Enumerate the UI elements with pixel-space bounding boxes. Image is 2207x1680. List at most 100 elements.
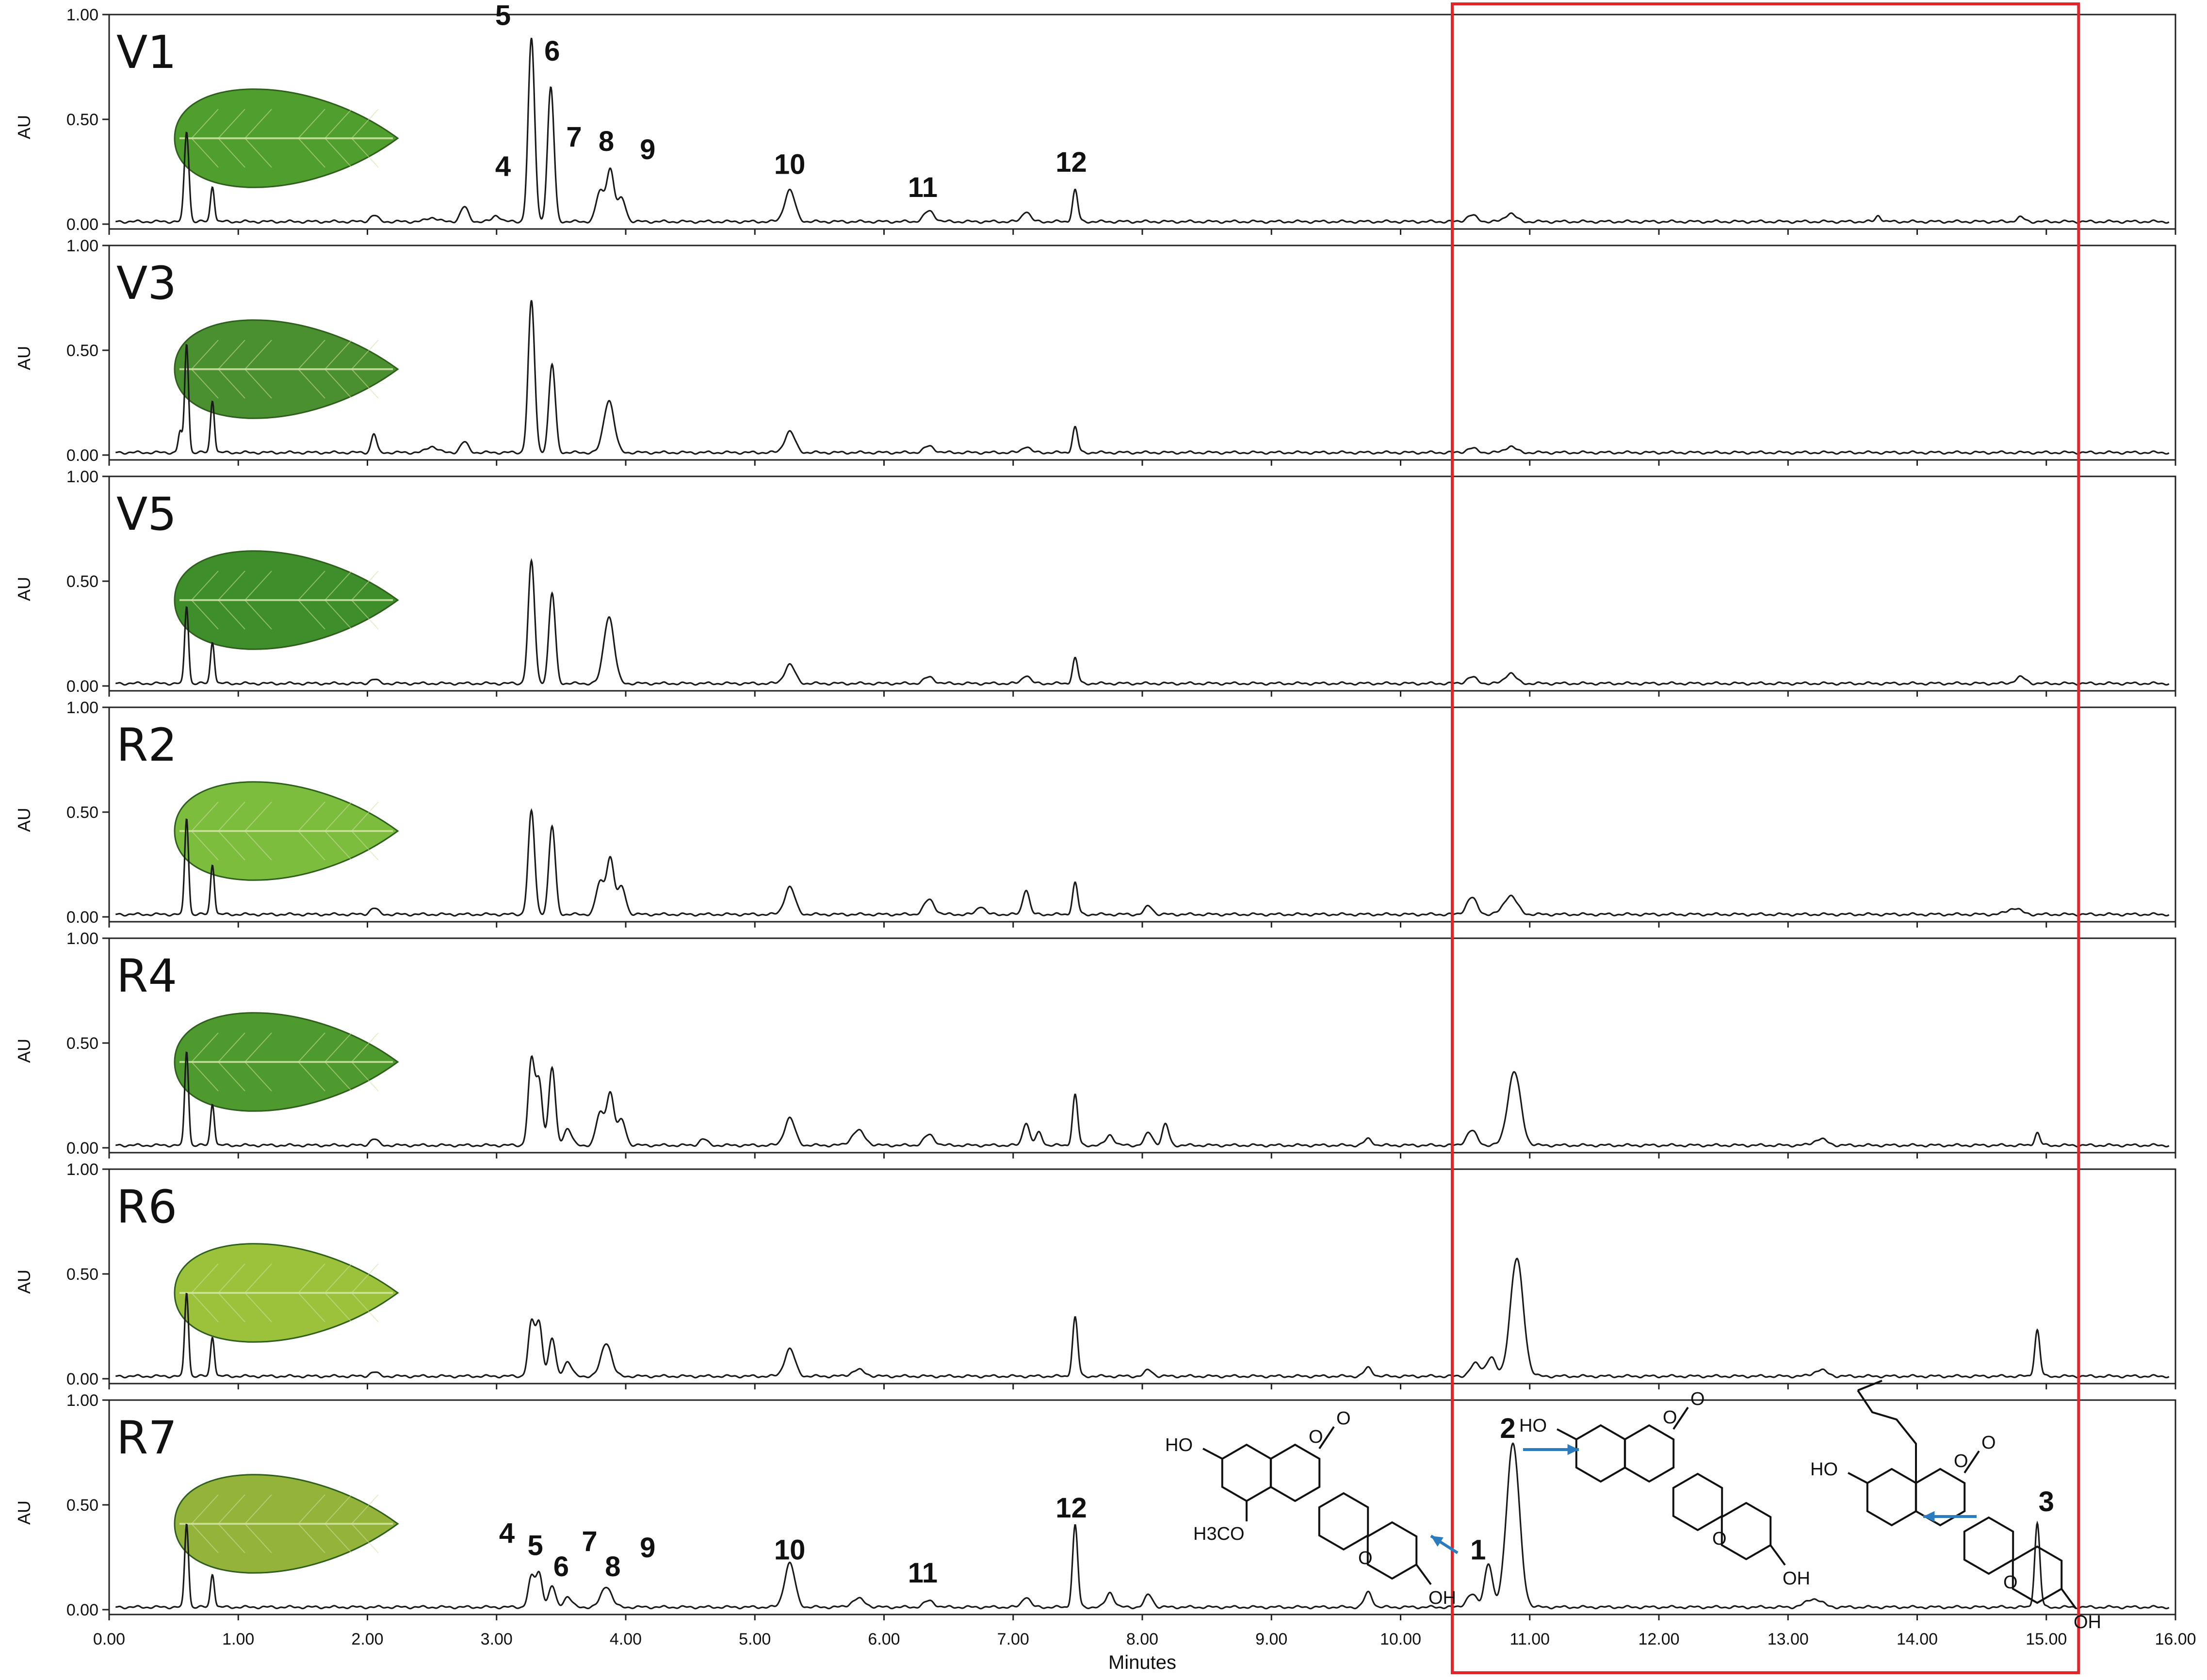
panel-frame [108,475,2176,692]
carbonyl-bond [1964,1450,1980,1474]
leaf-vein [218,571,245,601]
oxygen-label: O [1981,1433,1996,1453]
x-tick-label: 9.00 [1255,1630,1287,1648]
leaf-vein [325,1263,352,1293]
hydroxyl-bond [2061,1588,2077,1610]
arrow-head [1431,1536,1444,1547]
series-line [115,37,2170,224]
y-tick-label: 0.00 [66,1370,98,1388]
arrow-head [1567,1444,1579,1455]
y-tick-label: 0.50 [66,342,98,360]
leaf-vein [325,340,352,370]
leaf-vein [298,1061,325,1092]
peak-label: 4 [499,1517,515,1549]
leaf-vein [351,1494,379,1524]
leaf-vein [244,109,272,139]
leaf-vein [244,1263,272,1293]
leaf-vein [244,600,272,630]
panel-frame [108,706,2176,923]
benzene-ring [2012,1545,2063,1604]
y-axis-label: AU [14,115,34,139]
leaf-vein [244,801,272,832]
benzene-ring [1672,1472,1723,1532]
series-line [115,1051,2170,1148]
series-line [115,1442,2170,1610]
panel-frame [108,1168,2176,1385]
peak-label: 10 [774,1534,806,1566]
panel-v3: 0.00 0.50 1.00 AU V3 [14,237,2176,466]
panel-frame [108,245,2176,461]
x-tick-label: 6.00 [868,1630,900,1648]
leaf-vein [244,1292,272,1322]
benzene-ring [1318,1492,1369,1551]
leaf-vein [325,1032,352,1062]
hydroxyl-bond [1202,1448,1223,1460]
ho-label: HO [1810,1459,1838,1480]
leaf-vein [218,340,245,370]
stage-label: R6 [116,1181,177,1234]
leaf-vein [218,1523,245,1553]
leaf-vein [351,1032,379,1062]
panel-r6: 0.00 0.50 1.00 AU R6 [14,1160,2176,1389]
peak-label: 9 [640,1532,655,1564]
leaf-vein [218,1061,245,1092]
oxygen-label: O [1663,1407,1677,1428]
benzene-ring [1575,1424,1626,1483]
leaf-vein [325,1523,352,1553]
hydroxyl-bond [1848,1472,1868,1484]
leaf-vein [218,138,245,168]
y-tick-label: 0.00 [66,908,98,927]
peak-label: 9 [640,134,655,165]
leaf-vein [191,1523,219,1553]
y-tick-label: 0.50 [66,1034,98,1053]
y-tick-label: 0.50 [66,111,98,129]
y-tick-label: 1.00 [66,6,98,24]
leaf-vein [351,138,379,168]
leaf-vein [244,1494,272,1524]
prenyl-chain [1857,1389,1917,1483]
leaf-vein [325,831,352,861]
y-axis-label: AU [14,1270,34,1294]
peak-label: 11 [908,1557,938,1589]
y-tick-label: 0.50 [66,572,98,591]
x-tick-label: 14.00 [1897,1630,1938,1648]
hydroxyl-bond [1415,1564,1432,1585]
x-tick-label: 11.00 [1509,1630,1550,1648]
y-tick-label: 1.00 [66,468,98,486]
stage-label: R7 [116,1412,177,1465]
leaf-vein [191,1494,219,1524]
leaf-vein [298,109,325,139]
y-tick-label: 0.00 [66,1139,98,1158]
leaf-vein [218,1292,245,1322]
leaf-vein [244,1032,272,1062]
peak-label: 6 [544,35,560,67]
benzene-ring [1221,1443,1272,1502]
y-axis-label: AU [14,346,34,370]
leaf-vein [351,1263,379,1293]
y-tick-label: 1.00 [66,1160,98,1179]
leaf-vein [244,571,272,601]
ho-label: HO [1519,1416,1547,1436]
oh-label: OH [2074,1612,2101,1632]
leaf-vein [351,801,379,832]
x-axis-label: Minutes [1108,1652,1176,1673]
oxygen-label: O [1309,1427,1323,1447]
leaf-vein [244,1523,272,1553]
leaf-vein [244,369,272,399]
leaf-vein [351,1061,379,1092]
stage-label: V1 [116,26,177,79]
leaf-vein [191,138,219,168]
y-axis-label: AU [14,577,34,601]
leaf-vein [325,801,352,832]
benzene-ring [1720,1501,1772,1561]
oxygen-label: O [1954,1451,1968,1471]
leaf-vein [191,831,219,861]
benzene-ring [1623,1424,1675,1483]
leaf-vein [351,1523,379,1553]
methoxy-label: H3CO [1193,1524,1245,1544]
leaf-vein [191,1032,219,1062]
peak-label: 5 [527,1530,543,1562]
x-tick-label: 12.00 [1638,1630,1679,1648]
